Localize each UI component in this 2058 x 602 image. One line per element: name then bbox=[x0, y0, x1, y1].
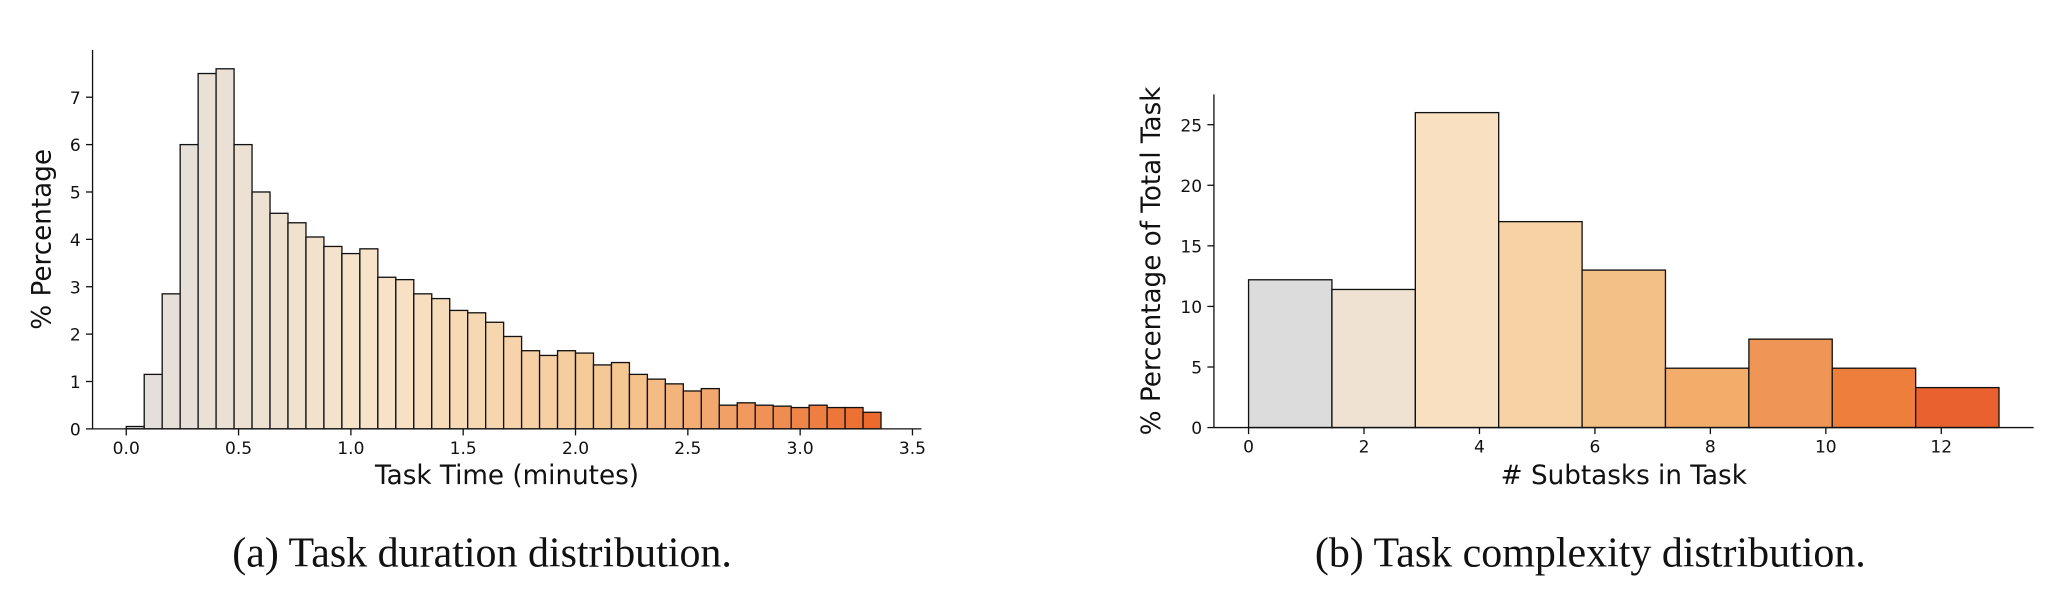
y-tick-label: 5 bbox=[70, 184, 81, 204]
y-tick-label: 3 bbox=[70, 278, 81, 298]
y-tick-label: 25 bbox=[1180, 116, 1202, 136]
bar bbox=[251, 191, 271, 430]
bar bbox=[718, 404, 738, 430]
bar bbox=[574, 352, 595, 430]
x-tick-label: 0.5 bbox=[225, 439, 252, 459]
bar bbox=[826, 406, 846, 430]
x-tick-label: 0 bbox=[1243, 437, 1254, 457]
y-tick-label: 15 bbox=[1180, 237, 1202, 257]
x-tick-label: 8 bbox=[1705, 437, 1716, 457]
bar bbox=[359, 248, 379, 430]
y-tick-label: 1 bbox=[70, 373, 81, 393]
bar bbox=[233, 143, 253, 430]
bar bbox=[467, 312, 487, 430]
y-tick-label: 2 bbox=[70, 326, 81, 346]
bar bbox=[1664, 367, 1750, 429]
y-tick-label: 4 bbox=[70, 231, 81, 251]
bar bbox=[808, 404, 828, 430]
x-tick-label: 0.0 bbox=[113, 439, 140, 459]
bar bbox=[1748, 338, 1833, 429]
bar bbox=[1581, 269, 1667, 429]
bar bbox=[341, 252, 361, 430]
y-tick-label: 7 bbox=[70, 89, 81, 109]
bar bbox=[1914, 386, 2000, 429]
bar bbox=[790, 406, 810, 430]
x-tick-label: 1.5 bbox=[450, 439, 477, 459]
bar bbox=[161, 293, 181, 430]
caption: (b) Task complexity distribution. bbox=[1315, 531, 1866, 577]
bar bbox=[754, 404, 774, 430]
caption: (a) Task duration distribution. bbox=[232, 531, 732, 577]
x-axis-label: Task Time (minutes) bbox=[374, 461, 639, 491]
bar bbox=[485, 321, 505, 430]
y-axis-label: % Percentage bbox=[28, 149, 58, 330]
bar bbox=[431, 297, 451, 430]
bar bbox=[520, 350, 541, 430]
bar bbox=[682, 390, 702, 430]
bar bbox=[395, 278, 415, 430]
bar bbox=[610, 361, 631, 430]
bar bbox=[700, 387, 720, 430]
y-tick-label: 5 bbox=[1191, 359, 1202, 379]
x-tick-label: 6 bbox=[1589, 437, 1600, 457]
bar bbox=[736, 402, 756, 430]
x-tick-label: 1.0 bbox=[337, 439, 364, 459]
bar bbox=[287, 222, 307, 430]
bar bbox=[844, 406, 864, 430]
bar bbox=[179, 143, 199, 430]
bar bbox=[646, 378, 667, 430]
bar bbox=[143, 373, 163, 430]
y-tick-label: 10 bbox=[1180, 298, 1202, 318]
bar bbox=[269, 212, 289, 430]
bar bbox=[413, 293, 433, 430]
bar bbox=[305, 236, 325, 430]
bar bbox=[592, 364, 613, 430]
bar bbox=[664, 383, 684, 430]
bar bbox=[1331, 288, 1416, 429]
y-tick-label: 0 bbox=[1191, 419, 1202, 439]
y-tick-label: 6 bbox=[70, 136, 81, 156]
x-tick-label: 2 bbox=[1359, 437, 1370, 457]
x-tick-label: 2.5 bbox=[674, 439, 701, 459]
bar bbox=[1498, 220, 1583, 429]
bar bbox=[502, 335, 523, 430]
bar bbox=[377, 276, 397, 430]
bar bbox=[1414, 111, 1500, 429]
y-tick-label: 20 bbox=[1180, 177, 1202, 197]
y-tick-label: 0 bbox=[70, 420, 81, 440]
bar bbox=[1247, 279, 1333, 429]
x-axis-label: # Subtasks in Task bbox=[1501, 461, 1748, 491]
y-axis-label: % Percentage of Total Task bbox=[1137, 86, 1167, 436]
bar bbox=[197, 72, 217, 430]
bar bbox=[215, 68, 235, 430]
x-tick-label: 2.0 bbox=[562, 439, 589, 459]
x-tick-label: 4 bbox=[1474, 437, 1485, 457]
bar bbox=[772, 405, 792, 430]
bar bbox=[449, 309, 469, 430]
x-tick-label: 10 bbox=[1815, 437, 1837, 457]
bar bbox=[323, 245, 343, 430]
bar bbox=[556, 350, 577, 430]
bar bbox=[538, 354, 559, 430]
x-tick-label: 12 bbox=[1930, 437, 1952, 457]
x-tick-label: 3.5 bbox=[899, 439, 926, 459]
bar bbox=[628, 373, 649, 430]
x-tick-label: 3.0 bbox=[787, 439, 814, 459]
bar bbox=[1831, 367, 1917, 429]
bar bbox=[862, 411, 882, 430]
